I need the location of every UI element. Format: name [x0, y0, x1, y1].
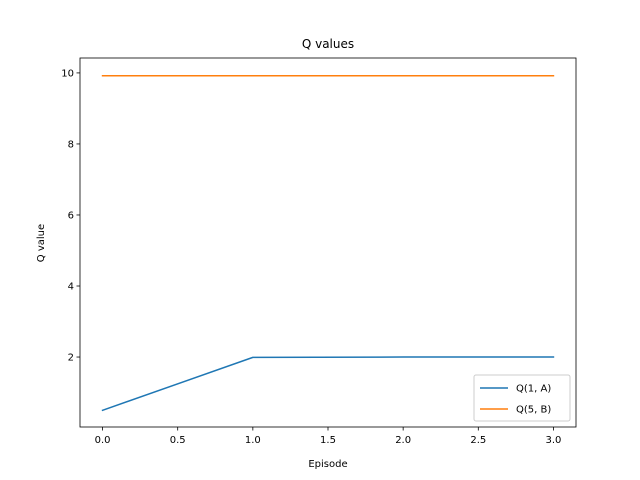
- y-tick-label: 4: [68, 282, 74, 293]
- x-tick-label: 0.5: [170, 435, 186, 446]
- legend: Q(1, A) Q(5, B): [473, 374, 571, 422]
- x-tick-label: 3.0: [546, 435, 562, 446]
- y-axis-label: Q value: [36, 224, 47, 262]
- x-tick-label: 0.0: [95, 435, 111, 446]
- legend-label-2: Q(5, B): [516, 405, 551, 416]
- x-axis-label: Episode: [308, 459, 347, 470]
- y-tick-label: 2: [68, 353, 74, 364]
- x-tick-label: 2.5: [470, 435, 486, 446]
- chart-title: Q values: [302, 37, 354, 51]
- y-tick-label: 6: [68, 210, 74, 221]
- x-tick-label: 2.0: [395, 435, 411, 446]
- legend-label-1: Q(1, A): [516, 384, 551, 395]
- y-tick-label: 10: [61, 68, 74, 79]
- series-line-1: [101, 356, 555, 412]
- plot-area: 0.0 0.5 1.0 1.5 2.0 2.5 3.0 2 4 6 8 10: [61, 57, 577, 446]
- x-tick-label: 1.5: [320, 435, 336, 446]
- x-tick-label: 1.0: [245, 435, 261, 446]
- y-tick-label: 8: [68, 139, 74, 150]
